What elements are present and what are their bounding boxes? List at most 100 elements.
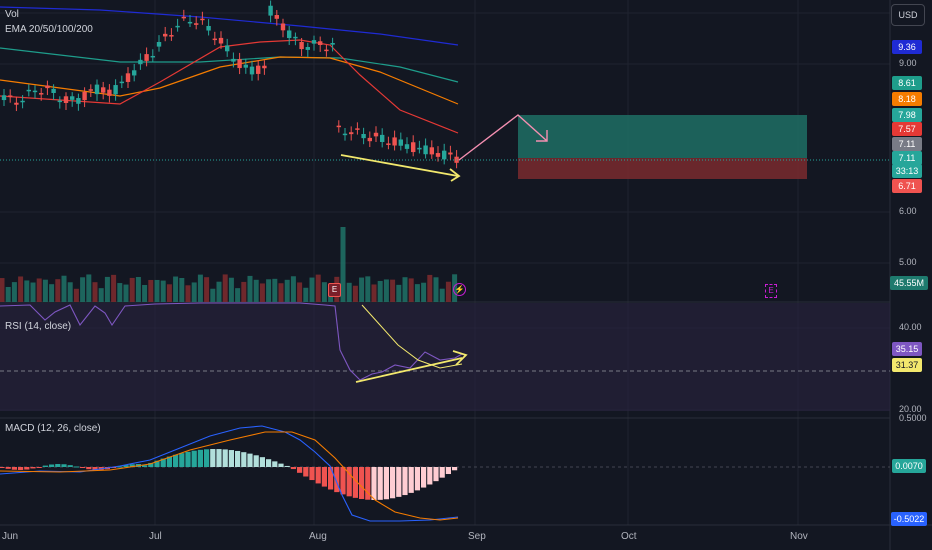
volume-bar xyxy=(241,281,247,302)
macd-histogram-bar xyxy=(421,467,427,488)
macd-histogram-bar xyxy=(334,467,340,493)
volume-bar xyxy=(365,276,371,302)
ema-indicator-label[interactable]: EMA 20/50/100/200 xyxy=(5,24,93,35)
candle-body xyxy=(14,102,19,105)
volume-bar xyxy=(266,279,272,302)
candle-body xyxy=(200,18,205,21)
volume-bar xyxy=(433,277,439,302)
volume-bar xyxy=(377,280,383,302)
candle-body xyxy=(249,66,255,75)
candle-body xyxy=(330,43,335,45)
macd-histogram-bar xyxy=(297,467,303,473)
macd-histogram-bar xyxy=(359,467,365,499)
volume-indicator-label[interactable]: Vol xyxy=(5,9,19,20)
macd-histogram-bar xyxy=(253,455,259,467)
volume-bar xyxy=(340,227,346,302)
rsi-trendline[interactable] xyxy=(355,357,463,383)
macd-histogram-bar xyxy=(49,464,55,467)
volume-bar xyxy=(67,282,73,302)
macd-histogram-bar xyxy=(328,467,334,490)
macd-histogram-bar xyxy=(61,464,67,467)
macd-histogram-bar xyxy=(129,464,135,467)
stop-price-tag: 6.71 xyxy=(892,179,922,193)
entry-price-tag: 7.11 xyxy=(892,137,922,151)
date-axis-tick: Jul xyxy=(149,531,162,542)
lightning-icon[interactable]: ⚡ xyxy=(453,283,466,296)
macd-histogram-bar xyxy=(340,467,346,495)
candle-body xyxy=(206,25,211,31)
macd-histogram-bar xyxy=(284,465,290,467)
candle-body xyxy=(231,58,236,62)
price-axis-tick: 5.00 xyxy=(899,257,917,267)
macd-histogram-bar xyxy=(191,450,197,467)
macd-histogram-bar xyxy=(142,465,148,467)
macd-histogram-bar xyxy=(445,467,451,475)
candle-body xyxy=(212,38,217,41)
volume-bar xyxy=(197,274,203,302)
rsi-indicator-label[interactable]: RSI (14, close) xyxy=(5,321,72,332)
volume-bar xyxy=(185,285,191,302)
candle-body xyxy=(293,36,298,39)
volume-bar xyxy=(247,275,253,302)
volume-bar xyxy=(204,277,210,302)
candle-body xyxy=(39,93,44,95)
volume-bar xyxy=(390,279,396,302)
candle-body xyxy=(442,150,447,160)
macd-indicator-label[interactable]: MACD (12, 26, close) xyxy=(5,423,101,434)
macd-histogram-bar xyxy=(42,465,48,467)
candle-body xyxy=(1,95,7,101)
volume-bar xyxy=(166,284,172,302)
earnings-marker[interactable]: E xyxy=(328,283,341,297)
volume-bar xyxy=(402,277,408,302)
candle-body xyxy=(299,42,304,50)
macd-histogram-bar xyxy=(24,467,30,470)
candle-body xyxy=(287,30,292,39)
macd-histogram-bar xyxy=(123,465,129,467)
macd-histogram-bar xyxy=(365,467,371,500)
macd-histogram-bar xyxy=(408,467,414,493)
volume-bar xyxy=(235,288,241,302)
candle-body xyxy=(448,152,453,155)
candle-body xyxy=(237,59,242,69)
ema-200-price-tag: 9.36 xyxy=(892,40,922,54)
macd-histogram-bar xyxy=(439,467,445,478)
stop-zone[interactable] xyxy=(518,158,807,179)
volume-bar xyxy=(73,288,79,302)
volume-bar xyxy=(0,278,5,302)
macd-histogram-bar xyxy=(452,467,458,471)
date-axis-tick: Sep xyxy=(468,531,486,542)
candle-body xyxy=(76,98,81,104)
candle-body xyxy=(20,100,25,103)
candle-body xyxy=(367,137,372,142)
macd-histogram-bar xyxy=(266,459,272,467)
volume-bar xyxy=(222,274,228,302)
profit-zone[interactable] xyxy=(518,115,807,158)
candle-body xyxy=(373,132,379,137)
volume-bar xyxy=(272,278,278,302)
volume-bar xyxy=(18,276,24,302)
macd-histogram-bar xyxy=(278,463,284,467)
macd-histogram xyxy=(0,449,458,500)
price-trendline[interactable] xyxy=(340,154,459,177)
candle-body xyxy=(144,54,149,61)
rsi-signal-line xyxy=(361,304,463,369)
currency-button[interactable]: USD xyxy=(891,4,925,26)
macd-histogram-bar xyxy=(259,457,265,467)
projection-arrow[interactable] xyxy=(458,114,548,161)
volume-bar xyxy=(346,282,352,302)
date-axis-tick: Aug xyxy=(309,531,327,542)
macd-histogram-bar xyxy=(197,449,203,467)
upcoming-earnings-marker[interactable]: E xyxy=(765,284,777,298)
volume-bar xyxy=(191,282,197,302)
volume-bar xyxy=(173,276,179,302)
macd-histogram-bar xyxy=(166,456,172,467)
candle-body xyxy=(138,59,143,65)
volume-bar xyxy=(359,277,365,302)
macd-histogram-bar xyxy=(427,467,433,485)
volume-bar xyxy=(160,280,166,302)
macd-histogram-bar xyxy=(5,467,11,469)
volume-bar xyxy=(371,284,377,302)
volume-bar xyxy=(98,288,104,302)
